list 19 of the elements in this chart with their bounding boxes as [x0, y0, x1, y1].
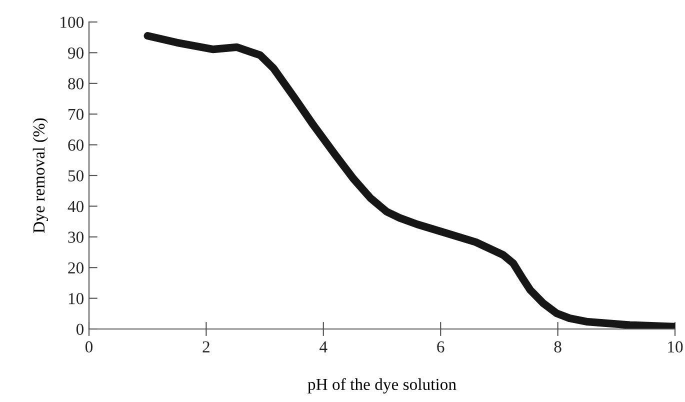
- y-tick-label: 40: [68, 200, 84, 212]
- y-tick-label: 20: [68, 262, 84, 274]
- y-tick-label: 70: [68, 108, 84, 120]
- x-tick-label: 6: [437, 341, 444, 353]
- y-tick-label: 80: [68, 78, 84, 90]
- x-axis-title: pH of the dye solution: [308, 378, 456, 394]
- y-tick-label: 0: [76, 324, 84, 335]
- x-tick-label: 2: [202, 341, 210, 352]
- y-tick-label: 90: [68, 47, 84, 59]
- x-tick-label: 4: [320, 341, 328, 352]
- y-tick-label: 60: [68, 140, 84, 151]
- y-tick-label: 10: [68, 293, 84, 304]
- y-tick-label: 50: [68, 170, 84, 182]
- y-tick-label: 30: [68, 232, 84, 243]
- x-tick-label: 8: [554, 341, 562, 353]
- x-tick-label: 0: [85, 341, 93, 353]
- x-tick-label: 10: [668, 341, 683, 353]
- y-tick-label: 100: [60, 16, 84, 28]
- y-axis-title: Dye removal (%): [32, 118, 48, 233]
